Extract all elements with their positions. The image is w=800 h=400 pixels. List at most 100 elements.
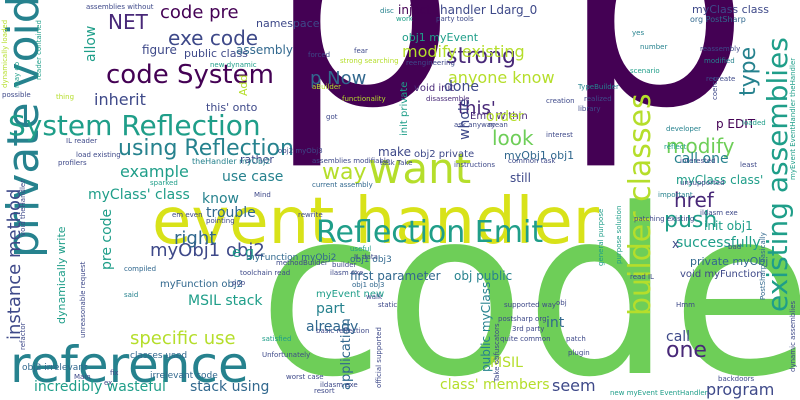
word-figure: figure [142, 43, 177, 57]
word-dynamically-loaded: dynamically loaded [1, 19, 9, 88]
word-href: href [674, 188, 714, 212]
word-em-even: em even [172, 211, 203, 219]
word-obj1-myevent: obj1 myEvent [402, 31, 479, 44]
word-useful: useful [350, 245, 372, 253]
word-p-edit: p EDIT [716, 117, 756, 131]
word-may-go: may go [13, 61, 21, 88]
word-obj1-obj3: obj1 obj3 [350, 255, 392, 265]
word-use-case: use case [222, 169, 284, 185]
word-party-tools: party tools [436, 15, 474, 23]
word-thehandler-myobj2: theHandler myObj2 [192, 157, 271, 166]
word-still: still [510, 171, 531, 185]
word-successfully: successfully [676, 235, 761, 251]
word-myobj1-obj2: myObj1 obj2 [150, 240, 265, 261]
word-main: Main [74, 373, 91, 381]
word-interest: interest [546, 131, 573, 139]
word-pop: pop [232, 279, 246, 287]
word-specific-use: specific use [130, 328, 236, 349]
word-current-assembly: current assembly [312, 181, 373, 189]
word-library: library [578, 105, 601, 113]
word-call: call [666, 329, 691, 345]
word-first-parameter: first parameter [350, 269, 441, 283]
word-number: number [640, 43, 668, 51]
word-this-onto: this' onto [206, 101, 258, 114]
word-thing: thing [56, 93, 75, 101]
word-make: make [378, 145, 411, 159]
word-p-now: p Now [310, 68, 367, 89]
word-ildasm-exe-2: ildasm exe [320, 381, 358, 389]
word-unfortunately: Unfortunately [262, 351, 311, 359]
word-reassembly: reassembly [700, 45, 741, 53]
word-compiled: compiled [124, 265, 157, 273]
word-public-class: public class [184, 47, 248, 60]
word-void-thehandler: void theHandler [19, 179, 27, 236]
word-incredibly-wasteful: incredibly wasteful [34, 379, 166, 395]
word-exe-code: exe code [168, 26, 259, 50]
word-myfunction-obj2: myFunction obj2 [160, 279, 243, 290]
word-satisfied: satisfied [262, 335, 292, 343]
word-modified: modified [704, 57, 735, 65]
word-common-task: common task [508, 157, 556, 165]
word-got: got [326, 113, 338, 121]
word-worst-case: worst case [286, 373, 324, 381]
word-using-reflection: using Reflection [118, 136, 294, 161]
word-profilers: profilers [58, 159, 87, 167]
word-modify-existing: modify existing [402, 42, 525, 61]
word-developer: developer [666, 125, 702, 133]
word-disassemble: disassemble [426, 95, 470, 103]
word-push: push [664, 208, 718, 233]
word-methodbuilder: methodBuilder [276, 259, 328, 267]
word-namespace: namespace [256, 17, 320, 30]
word-assemblies-modifiable: assemblies modifiable [312, 157, 391, 165]
word-abuilder: aBuilder [312, 83, 342, 91]
word-public-myclass: public myClass [479, 281, 493, 372]
word-obj2-irrelevant: obj2 irrelevant [22, 363, 88, 373]
word-new-dynamic: new dynamic [210, 61, 257, 69]
word-int: int [546, 315, 565, 331]
word-whole: whole [457, 98, 473, 140]
word-obj2-private: obj2 private [414, 149, 475, 160]
word-least: least [740, 161, 757, 169]
word-static: static [378, 301, 398, 309]
word-class-members: class' members [440, 377, 550, 393]
word-reflection-emit: Reflection Emit [316, 215, 544, 250]
word-dynamic-assemblies: dynamic assemblies [789, 300, 797, 372]
word-postsharp-basically: PostSharp basically [759, 232, 767, 300]
word-handler-ldarg: handler Ldarg_0 [440, 3, 538, 17]
word-patch: patch [566, 335, 586, 343]
word-ask-anyway: ask anyway [454, 121, 496, 129]
word-modify: modify [666, 134, 735, 158]
word-inject: inject [398, 3, 431, 17]
word-said: said [124, 291, 139, 299]
word-org-postsharp: org PostSharp [690, 15, 746, 24]
word-read-il: read IL [630, 273, 654, 281]
word-look: look [492, 126, 534, 150]
word-know: know [202, 191, 239, 207]
word-reference: reference [10, 336, 249, 394]
word-hmm: Hmm [676, 301, 695, 309]
word-unreasonable-request: unreasonable request [79, 261, 87, 338]
word-this: this' [458, 98, 496, 119]
word-fix: fix [110, 369, 119, 377]
word-classes-used: classes used [130, 351, 188, 361]
word-way: way [322, 160, 367, 185]
word-il-reader: IL reader [66, 137, 98, 145]
word-functionality: functionality [342, 95, 386, 103]
word-init-obj1: init obj1 [704, 219, 753, 233]
word-seem: seem [552, 376, 596, 395]
word-il-data: IL data [354, 253, 378, 261]
word-pointing: pointing [206, 217, 235, 225]
word-sparked: sparked [150, 179, 178, 187]
word-want: want [368, 144, 472, 193]
word-builder-classes: builder classes [623, 93, 658, 316]
word-backdoors: backdoors [718, 375, 755, 383]
word-instructions: instructions [454, 161, 495, 169]
word-myclass-class-2: myClass' class [88, 187, 190, 203]
word-right: right [174, 228, 217, 249]
word-irrelevant-code: irrelevant code [150, 371, 218, 381]
word-patching-existing: patching existing [634, 215, 695, 223]
word-possible: possible [2, 91, 31, 99]
word-reengineering: reengineering [406, 59, 455, 67]
word-quite-common: quite common [500, 335, 551, 343]
